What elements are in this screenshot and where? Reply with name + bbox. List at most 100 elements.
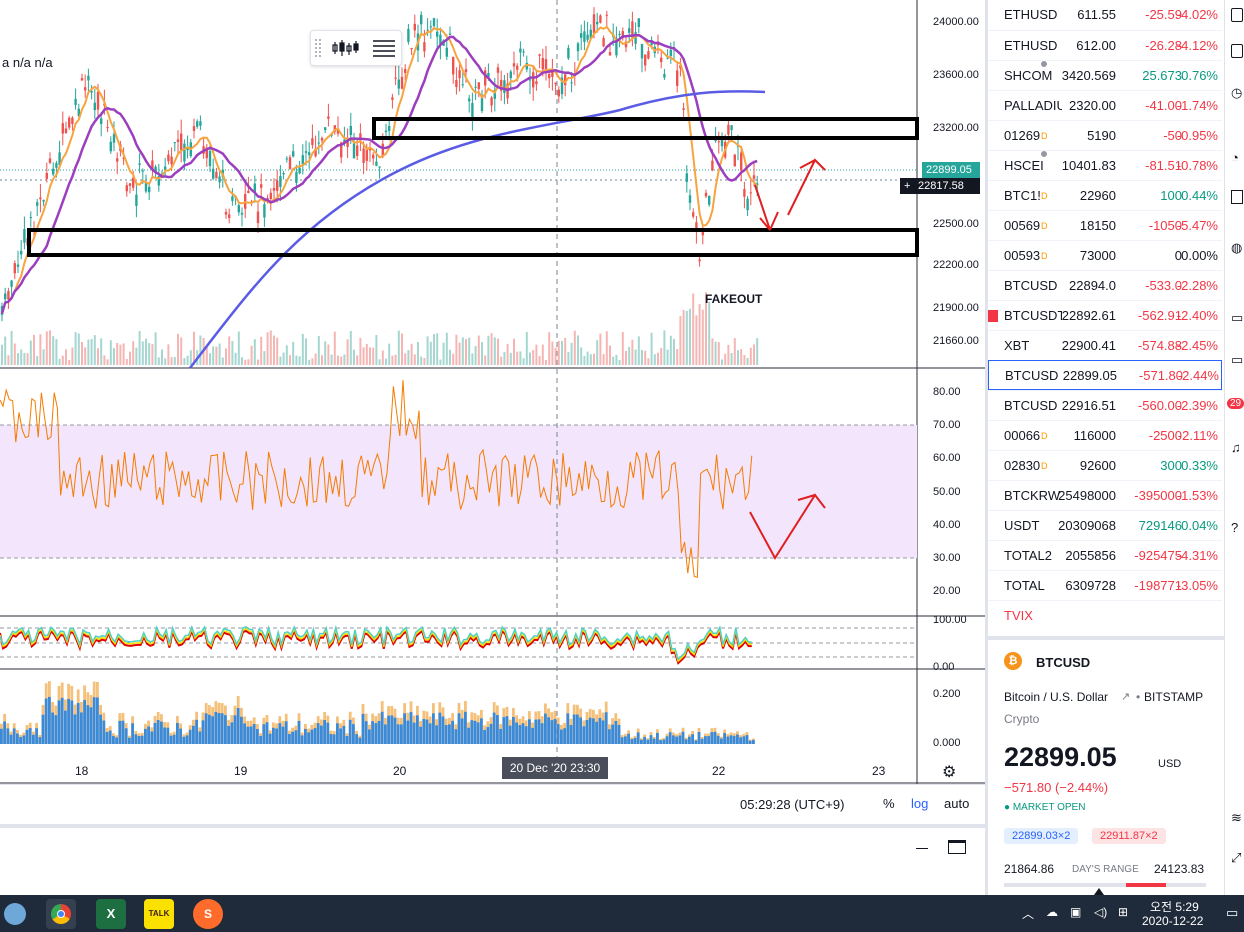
watchlist-row[interactable]: 00593 D 73000 0 0.00% xyxy=(988,240,1222,270)
candle-body xyxy=(708,195,711,205)
watchlist-row[interactable]: BTCUSD 22916.51 -560.00 -2.39% xyxy=(988,390,1222,420)
chrome-icon[interactable] xyxy=(46,899,76,929)
ime-icon[interactable]: ⊞ xyxy=(1118,905,1129,919)
watchlist-row[interactable]: 02830 D 92600 300 0.33% xyxy=(988,450,1222,480)
volume-bar xyxy=(298,356,301,365)
hist-bar-blue xyxy=(643,736,646,744)
volume-bar xyxy=(388,343,391,365)
watchlist-row[interactable]: HSCEI 10401.83 -81.51 -0.78% xyxy=(988,150,1222,180)
watchlist-row[interactable]: TOTAL2 2055856 -925475 -4.31% xyxy=(988,540,1222,570)
volume-bar xyxy=(269,330,272,365)
candle-body xyxy=(717,141,720,143)
plus-icon[interactable]: + xyxy=(904,180,911,192)
watchlist-row[interactable]: PALLADIU 2320.00 -41.00 -1.74% xyxy=(988,90,1222,120)
panel-divider[interactable] xyxy=(985,0,988,895)
flag-icon[interactable] xyxy=(988,310,998,322)
watchlist-symbol: BTCKRW xyxy=(1004,488,1061,503)
candle-body xyxy=(295,171,298,183)
hist-bar-blue xyxy=(732,735,736,744)
list-settings-icon[interactable] xyxy=(371,37,397,59)
watchlist-row[interactable]: ETHUSD 612.00 -26.28 -4.12% xyxy=(988,30,1222,60)
watchlist-row[interactable]: 01269 D 5190 -50 -0.95% xyxy=(988,120,1222,150)
volume-bar xyxy=(241,357,243,365)
layers-icon[interactable]: ≋ xyxy=(1231,810,1242,825)
watchlist-row[interactable]: BTCUSD 22899.05 -571.80 -2.44% xyxy=(988,360,1222,390)
chart-bottom-bar: 05:29:28 (UTC+9) % log auto xyxy=(0,784,985,824)
watchlist-row[interactable]: XBT 22900.41 -574.88 -2.45% xyxy=(988,330,1222,360)
watchlist-chg: -562.91 xyxy=(1137,308,1182,323)
minimize-icon[interactable] xyxy=(916,848,928,849)
hist-bar-blue xyxy=(262,724,266,744)
cloud-icon[interactable]: ☁ xyxy=(1046,905,1058,919)
auto-button[interactable]: auto xyxy=(944,796,970,811)
chart-canvas[interactable] xyxy=(0,0,985,784)
ideas-icon[interactable]: ◔ xyxy=(1231,150,1239,165)
volume-bar xyxy=(292,341,295,365)
alerts-icon[interactable] xyxy=(1231,44,1243,58)
watchlist-row[interactable]: TOTAL 6309728 -198771 -3.05% xyxy=(988,570,1222,600)
hist-bar-blue xyxy=(9,734,13,744)
tray-date[interactable]: 2020-12-22 xyxy=(1142,914,1204,928)
watchlist-row[interactable]: BTCUSD 22894.0 -533.0 -2.28% xyxy=(988,270,1222,300)
tray-time[interactable]: 오전 5:29 xyxy=(1150,900,1199,914)
watchlist-row[interactable]: ETHUSD 611.55 -25.59 -4.02% xyxy=(988,0,1222,30)
watchlist-row[interactable]: 00066 D 116000 -2500 -2.11% xyxy=(988,420,1222,450)
volume-bar xyxy=(84,347,87,365)
hist-bar-blue xyxy=(691,734,694,744)
volume-bar xyxy=(487,335,490,365)
log-button[interactable]: log xyxy=(911,796,929,811)
volume-bar xyxy=(609,345,611,365)
watchlist-last: 92600 xyxy=(1079,458,1116,473)
watchlist-row[interactable]: SHCOM 3420.569 25.673 0.76% xyxy=(988,60,1222,90)
volume-bar xyxy=(221,357,224,365)
news-icon[interactable]: ◍ xyxy=(1231,240,1243,255)
maximize-icon[interactable] xyxy=(948,840,966,854)
percent-button[interactable]: % xyxy=(883,796,895,811)
hist-bar-blue xyxy=(419,726,422,744)
market-open-status: ● MARKET OPEN xyxy=(1004,802,1086,813)
volume-icon[interactable]: ◁) xyxy=(1094,905,1108,919)
candle-body xyxy=(669,49,672,57)
candle-body xyxy=(448,33,452,35)
network-icon[interactable]: ▣ xyxy=(1070,905,1082,919)
hist-bar-blue xyxy=(384,724,387,744)
candle-body xyxy=(58,152,61,166)
bell-icon[interactable]: ♫ xyxy=(1231,440,1241,455)
watchlist-row[interactable]: BTCKRW 25498000 -395000 -1.53% xyxy=(988,480,1222,510)
watchlist[interactable]: ETHUSD 611.55 -25.59 -4.02% ETHUSD 612.00 -26.… xyxy=(988,0,1224,632)
watchlist-chg: -50 xyxy=(1163,128,1182,143)
candle-body xyxy=(634,32,637,44)
watchlist-row[interactable]: 00569 D 18150 -1050 -5.47% xyxy=(988,210,1222,240)
watchlist-row[interactable]: TVIX xyxy=(988,600,1222,630)
chevron-up-icon[interactable]: ︿ xyxy=(1022,907,1035,921)
kakaotalk-icon[interactable]: TALK xyxy=(144,899,174,929)
right-toolbar[interactable]: ◷ ◔ ◍ ▭ ▭ 29 ♫ ? ≋ ⤢ xyxy=(1224,0,1244,895)
notifications-icon[interactable]: ▭ xyxy=(1226,905,1239,920)
watchlist-row[interactable]: USDT 20309068 729146 0.04% xyxy=(988,510,1222,540)
volume-bar xyxy=(10,330,13,365)
watchlist-row[interactable]: BTC1! D 22960 100 0.44% xyxy=(988,180,1222,210)
candle-body xyxy=(423,42,426,52)
chat-icon[interactable]: ▭ xyxy=(1231,310,1244,325)
hist-bar-blue xyxy=(748,740,752,744)
drag-handle-icon[interactable] xyxy=(315,39,321,57)
watchlist-row[interactable]: BTCUSDT 22892.61 -562.91 -2.40% xyxy=(988,300,1222,330)
clock-icon[interactable]: ◷ xyxy=(1231,85,1243,100)
candlestick-icon[interactable] xyxy=(331,38,359,58)
floating-toolbar[interactable] xyxy=(310,30,402,66)
hist-bar-blue xyxy=(28,728,32,744)
start-icon[interactable] xyxy=(4,903,26,925)
calendar-icon[interactable] xyxy=(1231,190,1243,204)
help-icon[interactable]: ? xyxy=(1231,520,1239,535)
settings-gear-icon[interactable]: ⚙ xyxy=(942,764,957,781)
candle-body xyxy=(317,142,320,144)
expand-icon[interactable]: ⤢ xyxy=(1231,850,1242,865)
excel-icon[interactable]: X xyxy=(96,899,126,929)
chart-area[interactable]: a n/a n/a FAKEOUT 24000.00 23600.00 2320… xyxy=(0,0,985,895)
volume-bar xyxy=(218,343,221,365)
volume-bar xyxy=(596,340,599,365)
s-app-icon[interactable]: S xyxy=(193,899,223,929)
external-link-icon[interactable]: ↗ xyxy=(1121,691,1131,703)
watchlist-icon[interactable] xyxy=(1231,8,1243,22)
message-icon[interactable]: ▭ xyxy=(1231,352,1244,367)
